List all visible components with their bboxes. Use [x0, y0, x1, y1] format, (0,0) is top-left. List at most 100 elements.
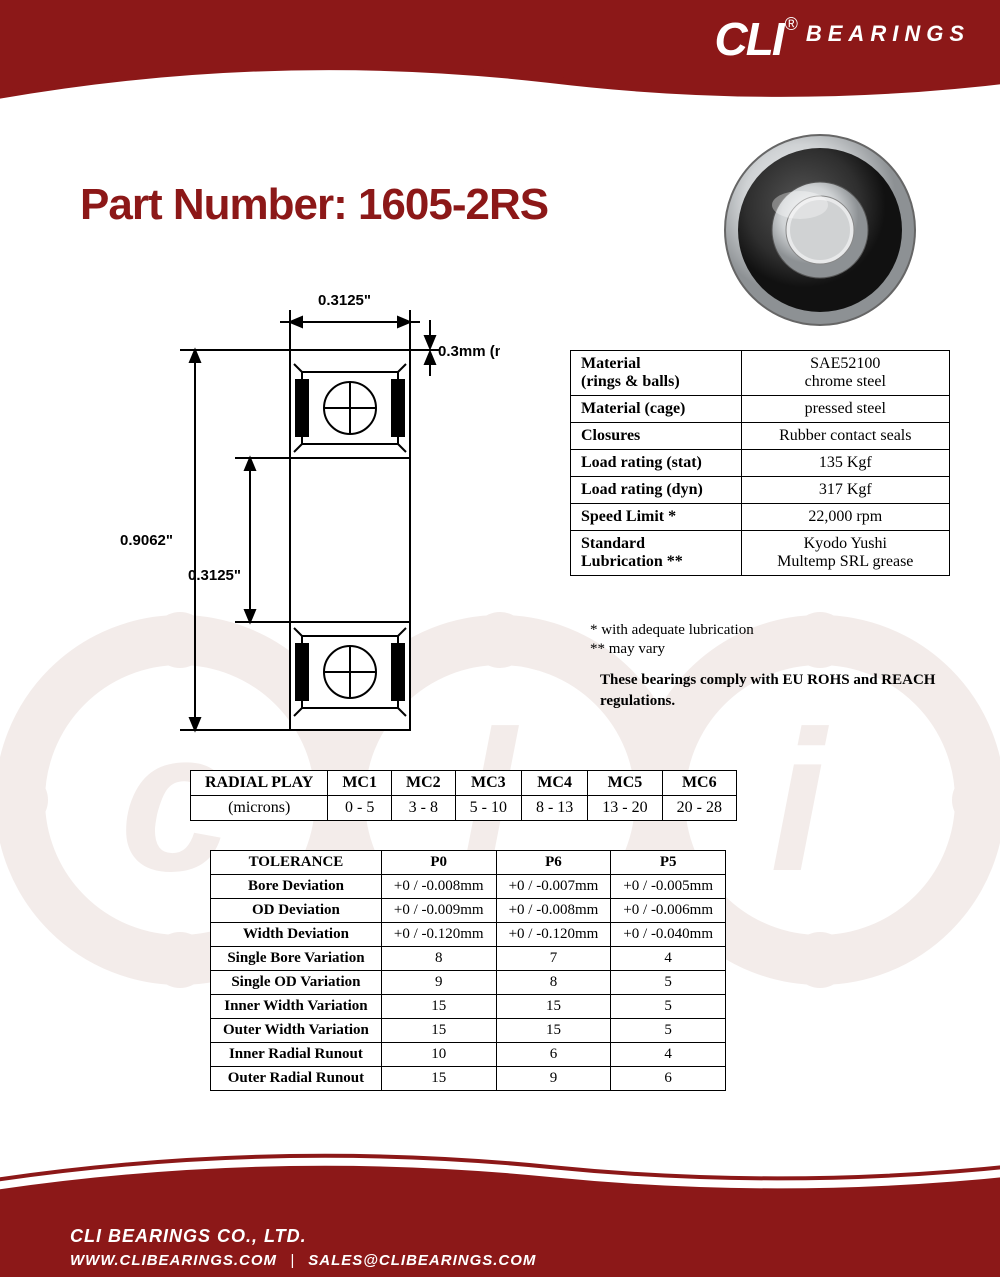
spec-value: Rubber contact seals	[741, 423, 949, 450]
tol-cell: +0 / -0.005mm	[611, 875, 726, 899]
tol-cell: +0 / -0.040mm	[611, 923, 726, 947]
spec-value: 135 Kgf	[741, 450, 949, 477]
spec-label: Material (cage)	[571, 396, 742, 423]
tol-cell: 5	[611, 971, 726, 995]
tol-label: Outer Radial Runout	[211, 1067, 382, 1091]
tol-cell: 10	[381, 1043, 496, 1067]
radial-cell: 20 - 28	[662, 796, 736, 821]
tol-label: OD Deviation	[211, 899, 382, 923]
page-title: Part Number: 1605-2RS	[80, 180, 548, 230]
dim-width: 0.3125"	[318, 292, 371, 309]
tol-cell: +0 / -0.006mm	[611, 899, 726, 923]
dim-outer-height: 0.9062"	[120, 532, 173, 549]
cross-section-diagram: 0.3125" 0.3mm (min.) 0.9062" 0.3125"	[80, 280, 500, 750]
spec-row: ClosuresRubber contact seals	[571, 423, 950, 450]
tol-cell: 15	[496, 1019, 611, 1043]
footer-www: WWW.CLIBEARINGS.COM	[70, 1252, 277, 1269]
tol-label: Single Bore Variation	[211, 947, 382, 971]
radial-col: MC1	[328, 771, 392, 796]
radial-cell: 5 - 10	[455, 796, 521, 821]
spec-row: Material (cage)pressed steel	[571, 396, 950, 423]
brand-logo: CLI®BEARINGS	[715, 12, 971, 66]
tolerance-table: TOLERANCEP0P6P5 Bore Deviation+0 / -0.00…	[210, 850, 726, 1091]
tol-cell: 6	[496, 1043, 611, 1067]
note-lubrication: * with adequate lubrication	[590, 622, 950, 639]
radial-col: MC2	[391, 771, 455, 796]
note-vary: ** may vary	[590, 641, 950, 658]
radial-col: MC5	[588, 771, 662, 796]
radial-unit: (microns)	[191, 796, 328, 821]
tol-cell: +0 / -0.007mm	[496, 875, 611, 899]
tol-col: P6	[496, 851, 611, 875]
tol-row: Bore Deviation+0 / -0.008mm+0 / -0.007mm…	[211, 875, 726, 899]
tolerance-header: TOLERANCE	[211, 851, 382, 875]
spec-notes: * with adequate lubrication ** may vary …	[570, 620, 950, 714]
spec-label: StandardLubrication **	[571, 531, 742, 576]
tol-cell: 15	[381, 1019, 496, 1043]
svg-text:i: i	[770, 690, 829, 913]
logo-reg: ®	[785, 14, 798, 35]
tol-cell: 8	[381, 947, 496, 971]
spec-value: pressed steel	[741, 396, 949, 423]
dim-chamfer: 0.3mm (min.)	[438, 343, 500, 360]
tol-cell: 4	[611, 947, 726, 971]
radial-cell: 13 - 20	[588, 796, 662, 821]
tol-cell: 7	[496, 947, 611, 971]
footer-company: CLI BEARINGS CO., LTD.	[70, 1226, 307, 1247]
radial-cell: 0 - 5	[328, 796, 392, 821]
spec-value: 22,000 rpm	[741, 504, 949, 531]
radial-header: RADIAL PLAY	[191, 771, 328, 796]
tol-row: Inner Radial Runout1064	[211, 1043, 726, 1067]
tol-cell: +0 / -0.009mm	[381, 899, 496, 923]
compliance-note: These bearings comply with EU ROHS and R…	[600, 670, 950, 712]
tol-label: Inner Width Variation	[211, 995, 382, 1019]
radial-cell: 3 - 8	[391, 796, 455, 821]
tol-label: Single OD Variation	[211, 971, 382, 995]
spec-label: Load rating (stat)	[571, 450, 742, 477]
tol-cell: 5	[611, 1019, 726, 1043]
footer-email: SALES@CLIBEARINGS.COM	[308, 1252, 536, 1269]
spec-row: Material(rings & balls)SAE52100chrome st…	[571, 351, 950, 396]
tol-cell: 4	[611, 1043, 726, 1067]
radial-col: MC4	[521, 771, 587, 796]
tol-row: Outer Width Variation15155	[211, 1019, 726, 1043]
spec-table: Material(rings & balls)SAE52100chrome st…	[570, 350, 950, 576]
tol-cell: 6	[611, 1067, 726, 1091]
bearing-image	[720, 130, 920, 330]
tol-cell: 5	[611, 995, 726, 1019]
spec-label: Closures	[571, 423, 742, 450]
radial-col: MC6	[662, 771, 736, 796]
tol-col: P5	[611, 851, 726, 875]
title-prefix: Part Number:	[80, 180, 358, 229]
tol-cell: 15	[496, 995, 611, 1019]
tol-col: P0	[381, 851, 496, 875]
tol-row: Single OD Variation985	[211, 971, 726, 995]
tol-cell: 15	[381, 995, 496, 1019]
tol-cell: +0 / -0.008mm	[381, 875, 496, 899]
tol-cell: 9	[381, 971, 496, 995]
footer-contact: WWW.CLIBEARINGS.COM | SALES@CLIBEARINGS.…	[70, 1252, 536, 1269]
tol-label: Bore Deviation	[211, 875, 382, 899]
tol-label: Width Deviation	[211, 923, 382, 947]
tol-cell: +0 / -0.008mm	[496, 899, 611, 923]
tol-cell: +0 / -0.120mm	[381, 923, 496, 947]
title-value: 1605-2RS	[358, 180, 548, 229]
tol-row: Inner Width Variation15155	[211, 995, 726, 1019]
dim-inner-height: 0.3125"	[188, 567, 241, 584]
logo-text: CLI	[715, 12, 783, 66]
spec-label: Load rating (dyn)	[571, 477, 742, 504]
spec-value: SAE52100chrome steel	[741, 351, 949, 396]
tol-cell: 8	[496, 971, 611, 995]
spec-row: StandardLubrication **Kyodo YushiMultemp…	[571, 531, 950, 576]
spec-row: Load rating (stat)135 Kgf	[571, 450, 950, 477]
radial-cell: 8 - 13	[521, 796, 587, 821]
radial-col: MC3	[455, 771, 521, 796]
spec-value: Kyodo YushiMultemp SRL grease	[741, 531, 949, 576]
tol-cell: 9	[496, 1067, 611, 1091]
tol-row: Width Deviation+0 / -0.120mm+0 / -0.120m…	[211, 923, 726, 947]
tol-row: Single Bore Variation874	[211, 947, 726, 971]
spec-value: 317 Kgf	[741, 477, 949, 504]
radial-play-table: RADIAL PLAYMC1MC2MC3MC4MC5MC6 (microns)0…	[190, 770, 737, 821]
tol-row: Outer Radial Runout1596	[211, 1067, 726, 1091]
spec-row: Load rating (dyn)317 Kgf	[571, 477, 950, 504]
